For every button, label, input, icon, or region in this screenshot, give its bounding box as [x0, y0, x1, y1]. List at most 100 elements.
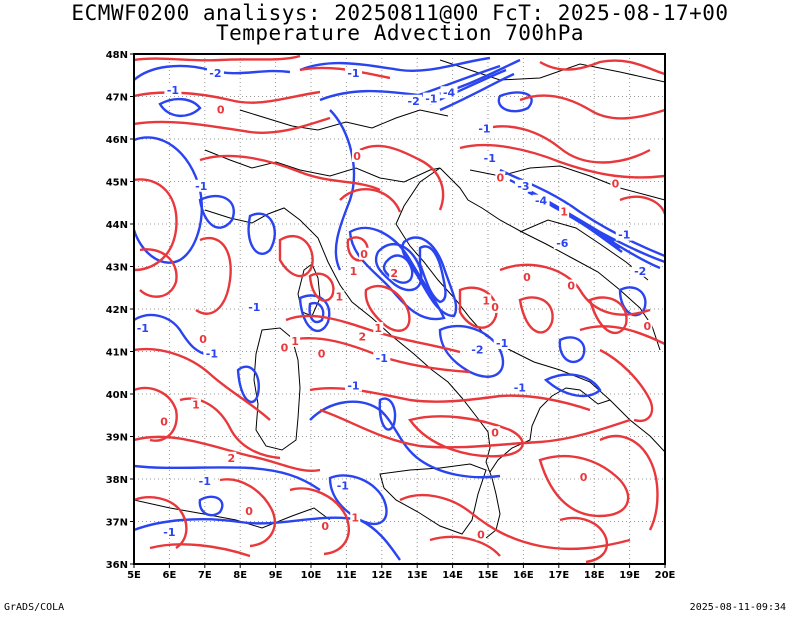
- lon-tick-label: 14E: [442, 570, 463, 581]
- contour-label: -3: [517, 180, 529, 193]
- contour-label-bg: [196, 475, 214, 488]
- contour-label: -1: [347, 380, 359, 393]
- border-alps: [204, 149, 441, 183]
- neg-contour: [158, 97, 202, 117]
- lon-tick-label: 18E: [584, 570, 605, 581]
- pos-contour: [319, 408, 631, 449]
- lat-tick-label: 36N: [106, 560, 128, 571]
- pos-contour: [134, 116, 331, 134]
- contour-label: 1: [482, 295, 490, 308]
- contour-label: -1: [496, 337, 508, 350]
- pos-contour: [134, 90, 321, 104]
- contour-label: 0: [567, 280, 575, 293]
- contour-label-bg: [290, 334, 301, 347]
- neg-contour: [543, 373, 602, 398]
- lon-tick-label: 17E: [548, 570, 569, 581]
- neg-contour: [438, 324, 505, 378]
- contour-label: -1: [618, 229, 630, 242]
- contour-label-bg: [532, 194, 550, 207]
- contour-label-bg: [344, 67, 362, 80]
- contour-label-bg: [553, 237, 571, 250]
- pos-contour: [278, 234, 314, 278]
- border-bosnia: [519, 219, 649, 281]
- border-greece: [609, 399, 665, 453]
- neg-contour: [236, 365, 260, 404]
- pos-contour: [479, 125, 651, 164]
- contour-label: -1: [478, 122, 490, 135]
- lon-tick-label: 5E: [127, 570, 141, 581]
- advection-map: -1 -2 -1 -2 -1 -4 -1 -1 -1 -3 -4 -1 -6 -2 -1 -1 -1 -1 -2 -1…: [106, 50, 676, 581]
- map-title-line-2: Temperature Advection 700hPa: [215, 21, 584, 45]
- contour-label-bg: [373, 322, 384, 335]
- lon-tick-label: 6E: [163, 570, 177, 581]
- contour-label: -1: [195, 180, 207, 193]
- lat-tick-label: 47N: [106, 93, 128, 104]
- pos-contour: [519, 94, 665, 120]
- contour-label: -1: [376, 352, 388, 365]
- neg-contour: [499, 168, 665, 258]
- neg-contour: [134, 313, 211, 358]
- lon-tick-label: 15E: [478, 570, 499, 581]
- pos-contour: [499, 263, 651, 316]
- contour-label-bg: [334, 479, 352, 492]
- contour-label: 0: [360, 248, 368, 261]
- contour-label-bg: [468, 343, 486, 356]
- contour-label: -4: [443, 86, 456, 99]
- pos-contour: [459, 143, 665, 179]
- lon-tick-label: 16E: [513, 570, 534, 581]
- contour-label-bg: [631, 264, 649, 277]
- contour-label-bg: [279, 341, 290, 354]
- lon-tick-label: 19E: [619, 570, 640, 581]
- contour-label: -6: [556, 237, 569, 250]
- contour-label-bg: [490, 300, 501, 313]
- contour-label: -2: [634, 265, 646, 278]
- neg-contour: [418, 245, 447, 304]
- contour-label: -1: [337, 479, 349, 492]
- contour-label-bg: [244, 504, 255, 517]
- contour-label: -2: [408, 95, 420, 108]
- contour-label: 0: [160, 416, 168, 429]
- pos-contour: [429, 535, 501, 557]
- contour-label-bg: [475, 122, 493, 135]
- lon-tick-label: 20E: [655, 570, 676, 581]
- neg-contour: [329, 109, 356, 271]
- contour-label-bg: [344, 379, 362, 392]
- contour-label: 0: [491, 301, 499, 314]
- lon-tick-label: 13E: [407, 570, 428, 581]
- contour-label-bg: [192, 179, 210, 192]
- lat-tick-label: 37N: [106, 518, 128, 529]
- neg-contour: [134, 464, 321, 491]
- neg-contour: [308, 301, 325, 324]
- contour-label-bg: [359, 247, 370, 260]
- contour-label-bg: [559, 205, 570, 218]
- map-title-line-1: ECMWF0200 analisys: 20250811@00 FcT: 202…: [71, 1, 729, 25]
- contour-label: 0: [281, 341, 289, 354]
- contour-label: 0: [643, 320, 651, 333]
- pos-contour: [599, 348, 654, 423]
- contour-label-bg: [245, 300, 263, 313]
- lat-tick-label: 48N: [106, 50, 128, 61]
- neg-contour: [374, 242, 423, 292]
- contour-label-bg: [514, 179, 532, 192]
- lat-tick-label: 42N: [106, 305, 128, 316]
- pos-contour: [579, 325, 665, 346]
- contour-label: 1: [350, 265, 358, 278]
- neg-contour: [348, 226, 446, 321]
- contour-label-bg: [475, 528, 486, 541]
- contour-label: 0: [318, 348, 326, 361]
- pos-contour: [199, 154, 381, 192]
- pos-contour: [134, 348, 271, 421]
- pos-contour: [285, 314, 461, 354]
- neg-contour: [401, 236, 458, 318]
- contour-label: 0: [523, 271, 531, 284]
- positive-advection-contours: [134, 54, 665, 564]
- pos-contour: [308, 272, 335, 302]
- contour-label: -1: [425, 93, 437, 106]
- lon-tick-label: 10E: [301, 570, 322, 581]
- contour-label: -1: [163, 526, 175, 539]
- pos-contour: [364, 284, 411, 332]
- contour-label: 1: [192, 399, 200, 412]
- lat-tick-label: 43N: [106, 263, 128, 274]
- neg-contour: [378, 397, 397, 431]
- contour-label: -1: [248, 301, 260, 314]
